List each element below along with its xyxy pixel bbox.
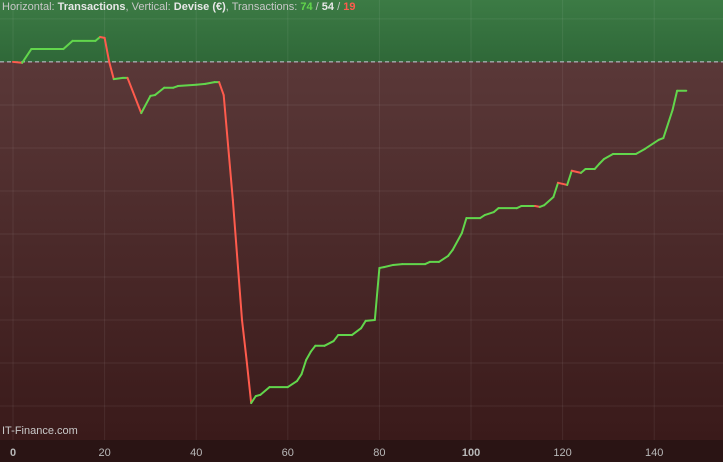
equity-segment: [360, 319, 367, 330]
equity-segment: [305, 350, 312, 361]
equity-segment: [570, 169, 582, 174]
separator: /: [334, 1, 344, 13]
equity-segment: [350, 327, 363, 337]
equity-segment: [309, 344, 317, 353]
equity-segment: [204, 81, 216, 85]
equity-segment: [483, 211, 495, 217]
equity-segment: [671, 89, 679, 112]
equity-segment: [602, 152, 614, 161]
equity-segment: [323, 340, 335, 347]
equity-segment: [126, 76, 143, 115]
header-value: Devise (€): [173, 1, 226, 13]
equity-segment: [140, 94, 152, 115]
x-tick-label: 60: [282, 447, 294, 459]
equity-segment: [231, 199, 244, 321]
equity-segment: [332, 334, 340, 343]
equity-segment: [21, 48, 33, 64]
equity-segment: [373, 266, 381, 321]
equity-segment: [300, 359, 308, 376]
equity-segment: [112, 76, 124, 81]
equity-segment: [176, 83, 198, 88]
equity-segment: [245, 359, 253, 405]
equity-segment: [593, 162, 601, 171]
negative-area: [0, 61, 723, 440]
header: Horizontal: Transactions, Vertical: Devi…: [2, 1, 355, 13]
equity-segment: [12, 60, 24, 64]
equity-segment: [286, 380, 298, 389]
x-tick-label: 20: [98, 447, 110, 459]
equity-segment: [218, 81, 225, 97]
x-tick-label: 0: [10, 447, 16, 459]
equity-segment: [437, 254, 450, 263]
equity-segment: [103, 36, 111, 63]
header-text: , Transactions:: [225, 1, 301, 13]
equity-segment: [552, 181, 560, 198]
watermark: IT-Finance.com: [2, 425, 78, 437]
equity-segment: [195, 82, 207, 86]
equity-segment: [241, 319, 248, 361]
equity-segment: [447, 248, 454, 257]
x-tick-label: 120: [553, 447, 571, 459]
equity-segment: [598, 158, 605, 165]
equity-segment: [557, 181, 569, 186]
x-tick-label: 80: [373, 447, 385, 459]
equity-segment: [222, 94, 234, 201]
header-text: Horizontal:: [2, 1, 58, 13]
equity-segment: [543, 195, 555, 207]
win-count: 54: [321, 1, 335, 13]
equity-segment: [662, 109, 674, 140]
equity-segment: [250, 395, 257, 405]
x-tick-label: 40: [190, 447, 202, 459]
x-tick-label: 140: [645, 447, 663, 459]
equity-segment: [295, 373, 303, 383]
equity-segment: [451, 232, 463, 251]
loss-count: 19: [343, 1, 356, 13]
header-value: Transactions: [57, 1, 126, 13]
equity-segment: [392, 263, 404, 266]
equity-segment: [382, 263, 395, 269]
equity-segment: [259, 386, 271, 396]
equity-segment: [153, 86, 166, 97]
positive-area: [0, 0, 723, 62]
header-text: , Vertical:: [125, 1, 174, 13]
equity-segment: [460, 217, 468, 235]
equity-segment: [364, 319, 376, 322]
equity-segment: [108, 60, 115, 81]
total-count: 74: [300, 1, 313, 13]
separator: /: [312, 1, 322, 13]
equity-segment: [644, 141, 656, 150]
equity-segment: [566, 169, 573, 186]
equity-segment: [62, 39, 74, 51]
x-tick-label: 100: [462, 447, 480, 459]
equity-segment: [634, 147, 647, 155]
